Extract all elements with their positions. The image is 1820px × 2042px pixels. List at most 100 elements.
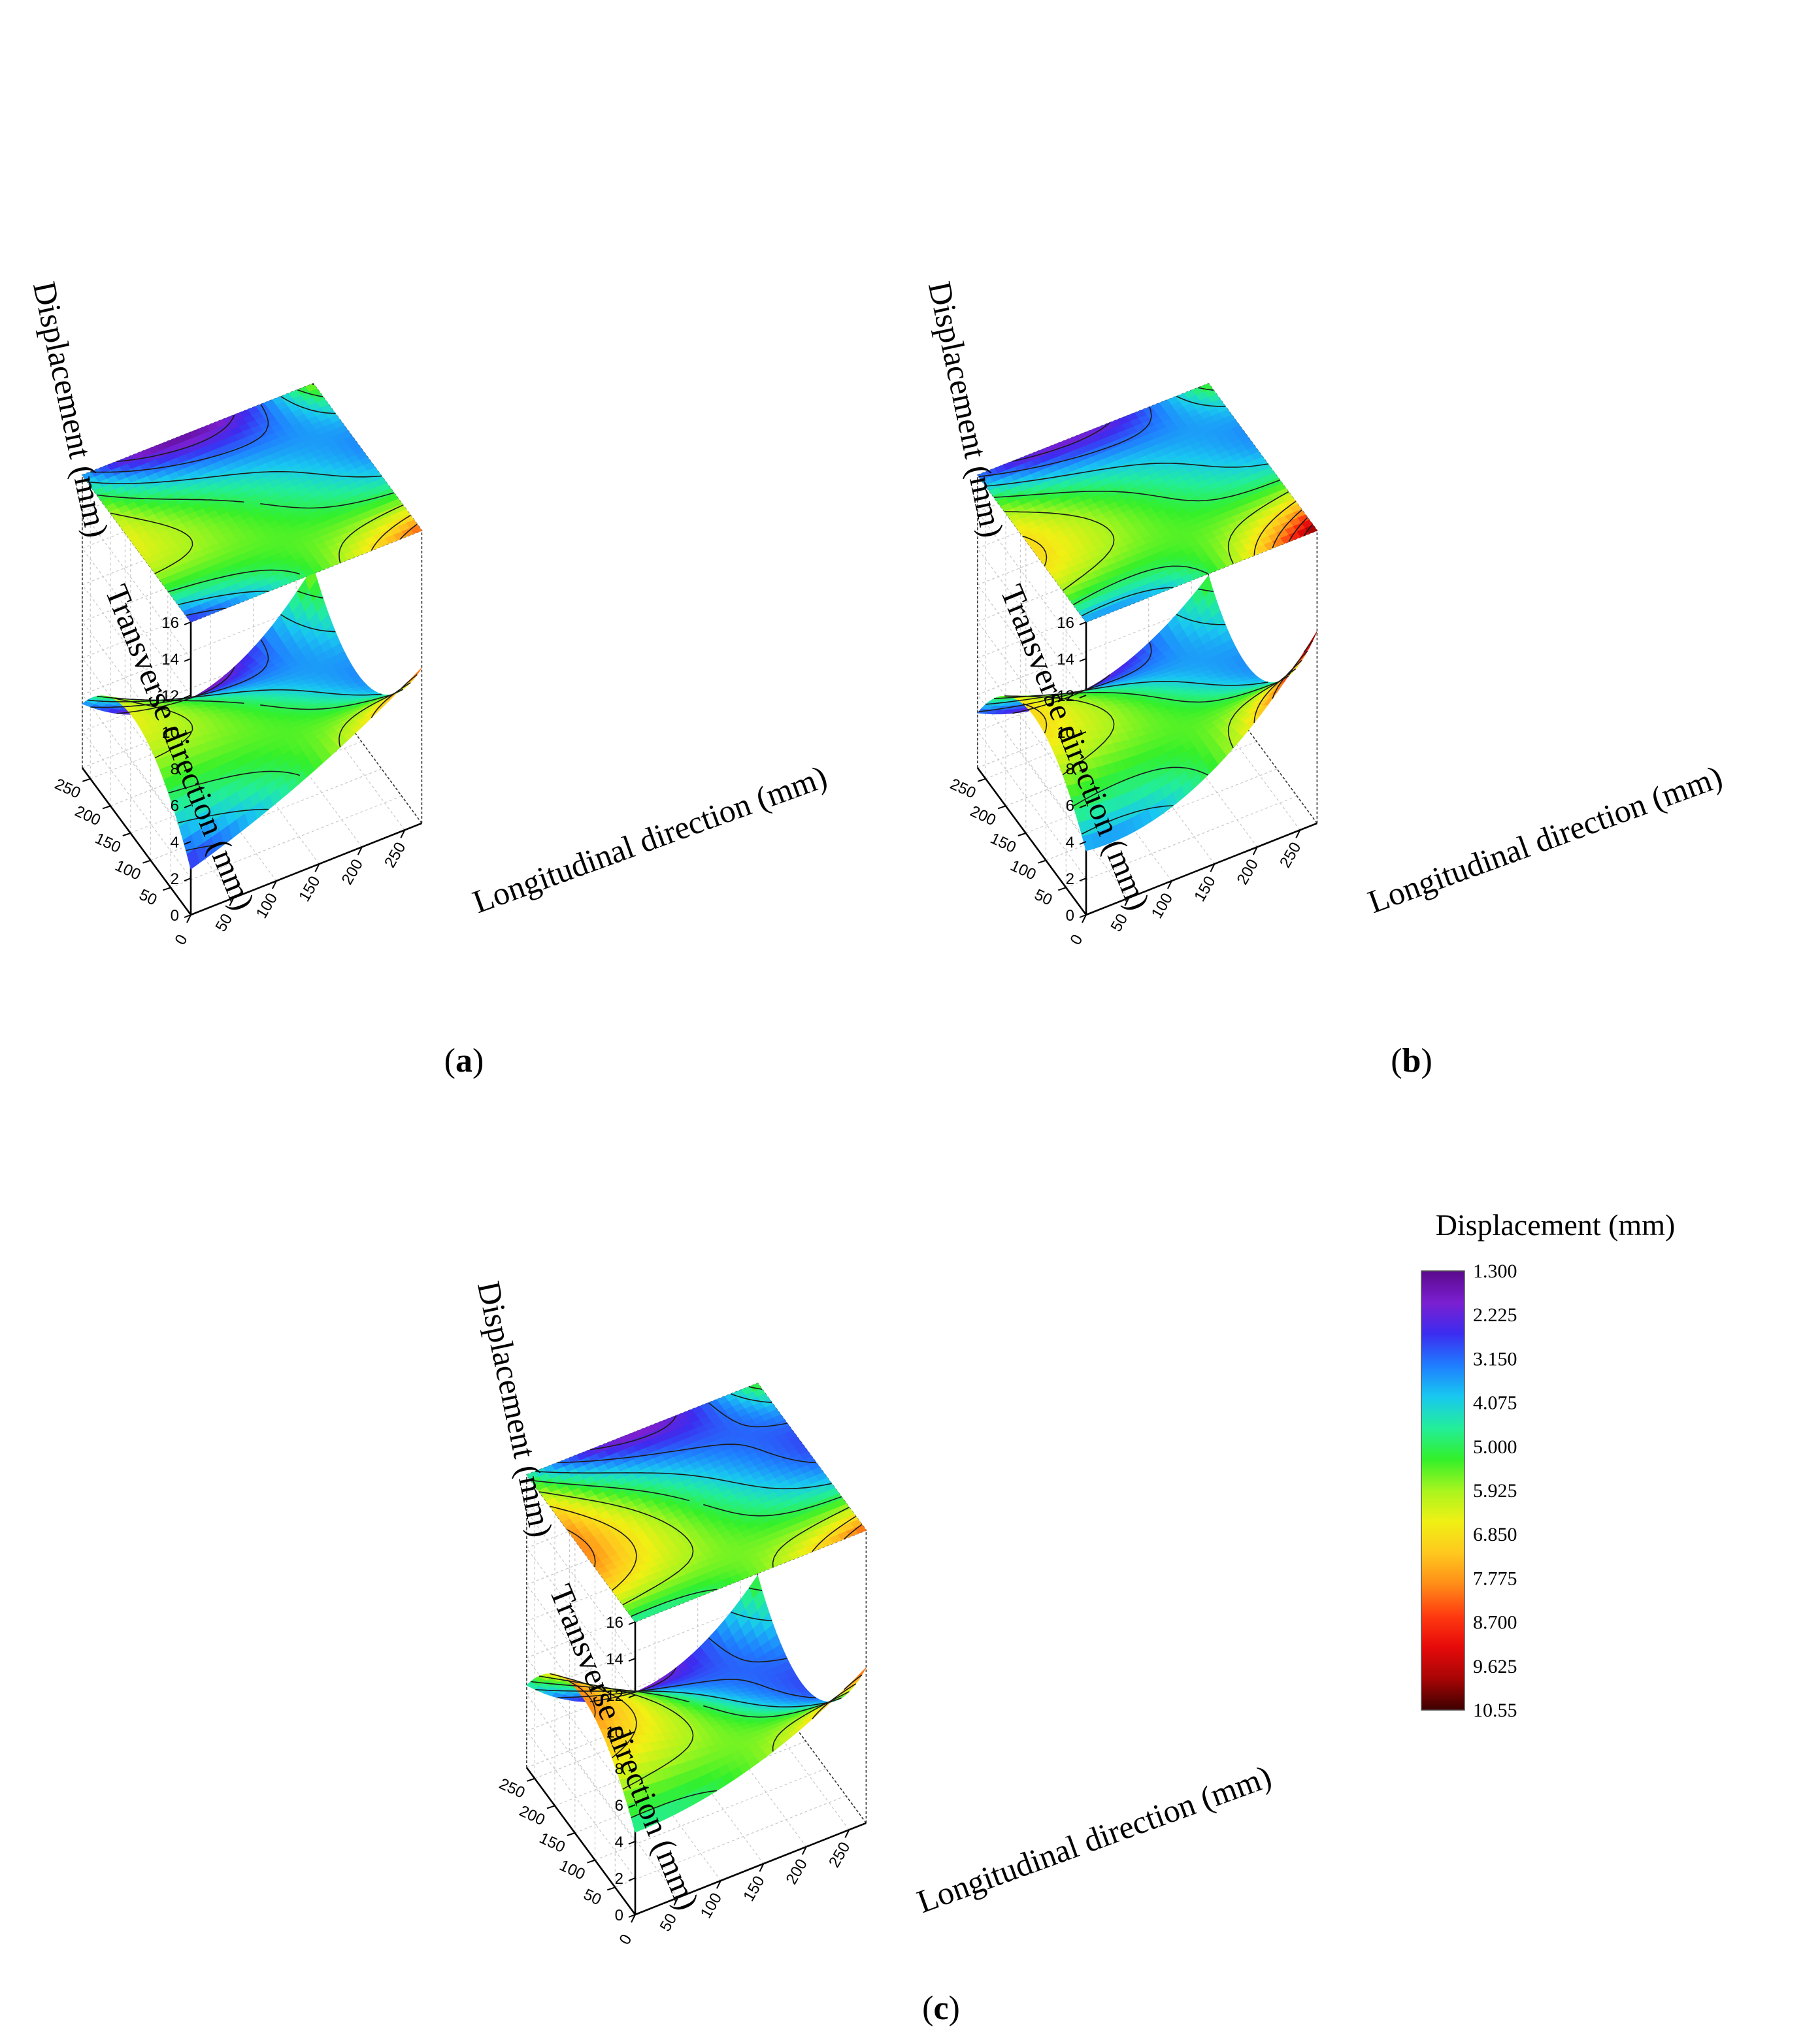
z-tick-label: 6 [1066,797,1074,815]
panel-b-xlabel: Longitudinal direction (mm) [1363,758,1727,920]
z-tick-mark [184,841,191,845]
contour-line [1303,640,1314,653]
x-tick-mark [357,846,363,855]
panel-a-zlabel: Displacement (mm) [26,278,116,540]
y-tick-label: 200 [72,802,103,829]
x-tick-label: 200 [1234,856,1262,887]
z-tick-mark [184,621,191,625]
y-axis-line [81,767,192,915]
x-tick-label: 0 [171,932,191,948]
z-tick-label: 0 [1066,907,1074,925]
x-tick-label: 150 [1191,873,1219,904]
y-tick-mark [82,778,91,782]
y-tick-mark [162,887,171,891]
y-tick-mark [122,832,131,836]
contour-line [400,523,418,540]
z-tick-label: 0 [171,907,179,925]
z-tick-label: 14 [161,651,179,668]
x-tick-label: 200 [339,856,367,887]
z-tick-mark [184,658,191,662]
contour-line [110,568,404,759]
x-axis-line [1085,822,1317,916]
y-tick-mark [102,805,111,810]
x-tick-mark [314,863,320,872]
contour-line [97,389,395,593]
contour-line [400,674,418,690]
y-tick-label: 200 [967,802,999,829]
z-tick-mark [184,804,191,808]
grid-line [977,548,1087,696]
z-tick-mark [1079,621,1087,625]
y-tick-mark [1038,859,1046,864]
z-tick-mark [1079,658,1087,662]
z-tick-label: 8 [171,761,179,778]
x-tick-label: 50 [212,911,237,935]
panel-a-surfaces [82,383,423,870]
z-tick-label: 2 [1066,870,1074,888]
z-tick-mark [184,731,191,735]
grid-line [977,694,1087,842]
contour-line [116,667,235,714]
y-tick-label: 100 [1008,857,1039,883]
panel-a-label-letter: a [455,1042,472,1079]
z-tick-label: 4 [1066,834,1074,851]
y-tick-label: 50 [1032,886,1055,910]
y-tick-mark [997,805,1006,810]
panel-b-zlabel: Displacement (mm) [921,278,1012,540]
contour-line [116,414,235,462]
grid-line [82,694,191,842]
y-tick-label: 150 [987,830,1019,857]
x-tick-label: 0 [1067,932,1086,948]
grid-line [977,657,1087,806]
grid-line [82,548,191,696]
grid-line [82,657,191,806]
panel-b-label: (b) [1391,1042,1432,1079]
x-tick-label: 50 [1108,911,1132,935]
z-tick-mark [184,914,191,918]
z-tick-label: 6 [171,797,179,815]
x-tick-mark [186,914,191,923]
z-tick-label: 10 [161,724,179,742]
grid-line [977,731,1087,879]
grid-line [977,511,1087,659]
z-tick-label: 16 [161,614,179,632]
y-tick-label: 50 [137,886,160,910]
y-tick-mark [142,859,151,864]
grid-line [82,621,191,769]
z-tick-label: 2 [171,870,179,888]
contour-line [371,514,411,551]
surface-3d [82,566,422,870]
z-tick-mark [184,768,191,772]
y-tick-label: 250 [948,775,979,802]
x-tick-label: 150 [295,873,323,904]
x-tick-mark [400,829,406,838]
grid-line [82,511,191,659]
y-tick-mark [977,778,986,782]
x-tick-label: 250 [381,839,409,870]
y-tick-mark [1018,832,1027,836]
x-tick-mark [272,880,277,889]
grid-line [977,621,1087,769]
grid-line [1019,750,1129,898]
grid-line [82,584,191,733]
panel-b-label-letter: b [1402,1042,1421,1079]
surface-projected-contour [82,383,423,623]
grid-line [82,731,191,879]
z-tick-label: 16 [1057,614,1074,632]
panel-a-xlabel: Longitudinal direction (mm) [468,758,832,920]
y-tick-label: 100 [112,857,144,883]
y-tick-mark [1057,887,1067,891]
x-tick-label: 250 [1276,839,1304,870]
grid-line [977,584,1087,733]
z-tick-mark [1079,878,1087,881]
contour-line [110,383,404,574]
z-tick-label: 4 [171,834,179,851]
x-axis-line [190,822,422,916]
contour-line [87,396,382,606]
